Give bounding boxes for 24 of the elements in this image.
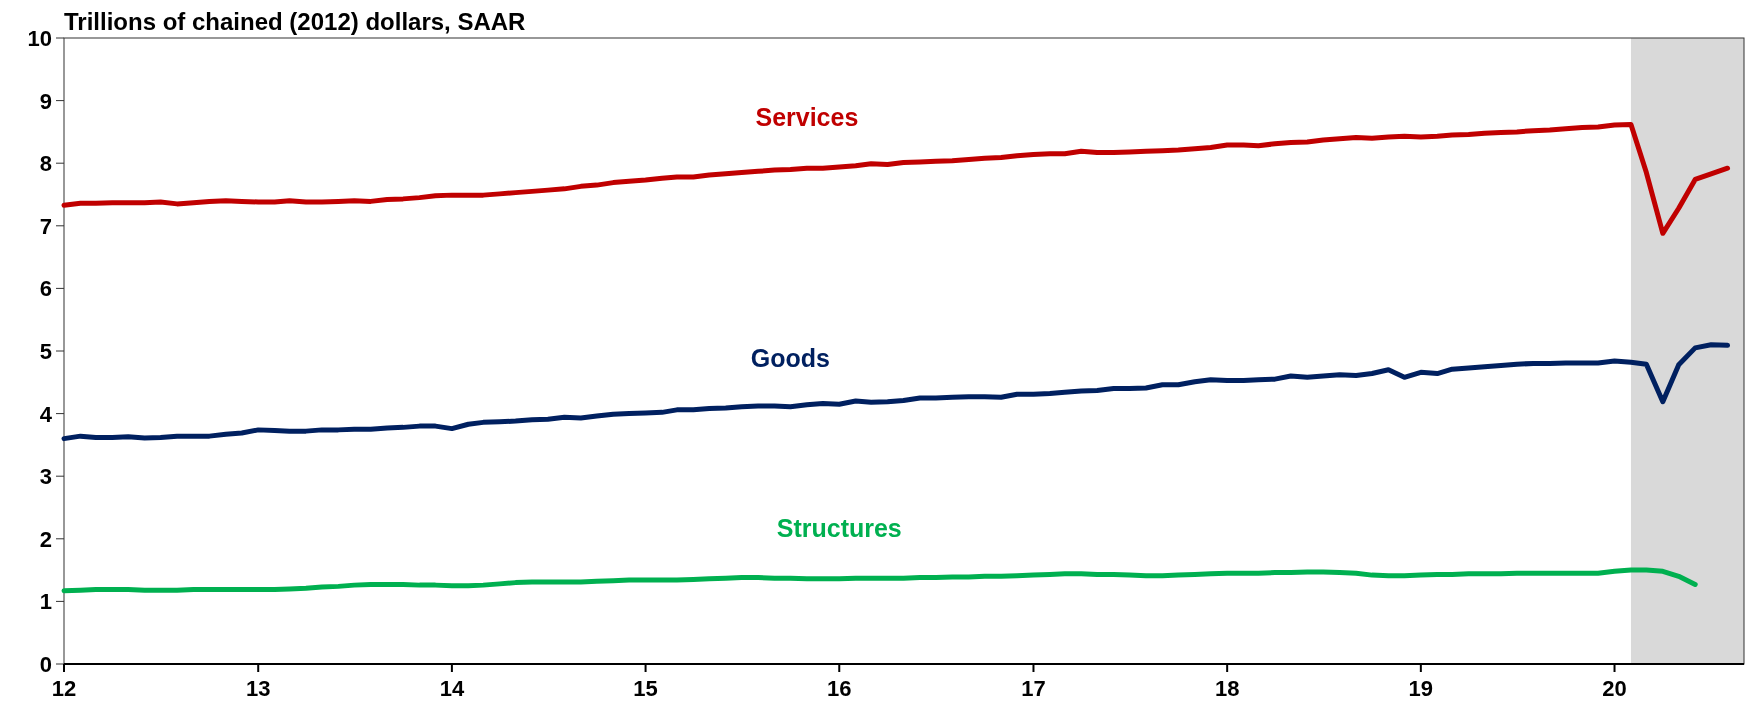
x-tick-label: 14 <box>439 676 465 701</box>
y-tick-label: 6 <box>39 276 52 302</box>
x-tick-label: 12 <box>51 676 77 701</box>
x-tick-label: 20 <box>1602 676 1627 701</box>
y-tick-label: 1 <box>39 589 52 615</box>
x-tick-label: 15 <box>633 676 658 701</box>
y-tick-label: 10 <box>27 25 52 51</box>
x-tick-label: 16 <box>827 676 852 701</box>
y-tick-label: 9 <box>39 88 52 114</box>
y-tick-label: 2 <box>39 526 52 552</box>
y-tick-label: 7 <box>39 213 52 239</box>
x-tick-label: 18 <box>1214 676 1240 701</box>
y-tick-label: 3 <box>39 464 52 490</box>
x-tick-label: 19 <box>1408 676 1434 701</box>
series-label: Structures <box>776 513 902 542</box>
chart-title: Trillions of chained (2012) dollars, SAAR <box>64 8 526 35</box>
series-label: Services <box>755 103 859 132</box>
x-tick-label: 13 <box>245 676 271 701</box>
y-tick-label: 4 <box>39 401 53 427</box>
y-tick-label: 5 <box>39 338 52 364</box>
x-tick-label: 17 <box>1021 676 1046 701</box>
y-tick-label: 8 <box>39 151 52 177</box>
y-tick-label: 0 <box>39 651 52 677</box>
series-label: Goods <box>750 343 831 372</box>
